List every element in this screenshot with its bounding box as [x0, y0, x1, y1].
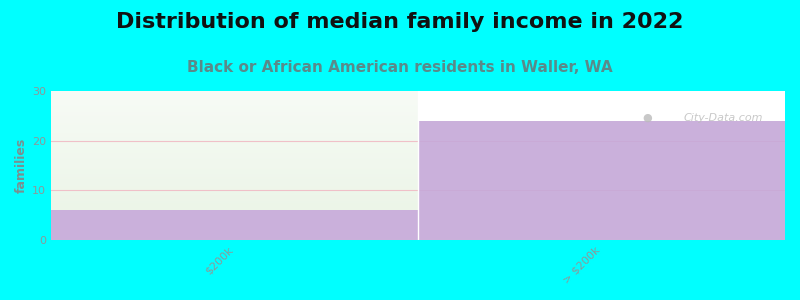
Text: Distribution of median family income in 2022: Distribution of median family income in …: [116, 12, 684, 32]
Y-axis label: families: families: [15, 138, 28, 193]
Text: City-Data.com: City-Data.com: [683, 113, 763, 123]
Bar: [51, 210, 418, 240]
Text: ●: ●: [642, 113, 652, 123]
Bar: [418, 121, 785, 240]
Text: Black or African American residents in Waller, WA: Black or African American residents in W…: [187, 60, 613, 75]
